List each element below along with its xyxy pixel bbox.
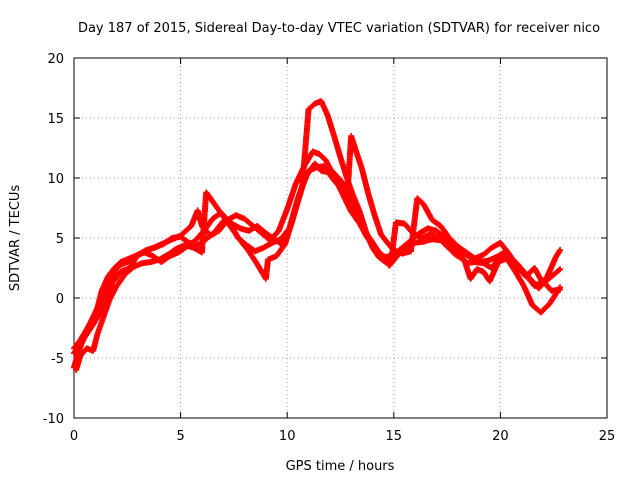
y-tick-label: -10	[43, 412, 64, 427]
y-tick-label: 5	[56, 232, 64, 247]
x-tick-label: 15	[386, 429, 403, 444]
x-tick-label: 25	[599, 429, 616, 444]
data-point-marker	[557, 266, 564, 273]
series-track-2	[73, 98, 564, 373]
x-tick-label: 0	[70, 429, 78, 444]
data-points	[71, 98, 564, 373]
y-tick-label: 10	[47, 172, 64, 187]
x-tick-label: 5	[176, 429, 184, 444]
data-point-marker	[557, 286, 564, 293]
x-tick-label: 20	[492, 429, 509, 444]
data-point-marker	[557, 247, 564, 253]
y-tick-label: 20	[47, 52, 64, 67]
series-track-1	[71, 148, 564, 371]
axis-ticks: 0 5 10 15 20 25 -10 -5 0 5 10 15 20	[43, 52, 616, 444]
grid	[74, 58, 607, 418]
plot-frame	[73, 57, 608, 419]
chart-title: Day 187 of 2015, Sidereal Day-to-day VTE…	[78, 21, 600, 36]
y-tick-label: 0	[56, 292, 64, 307]
y-tick-label: 15	[47, 112, 64, 127]
x-tick-label: 10	[279, 429, 296, 444]
y-tick-label: -5	[51, 352, 64, 367]
series-track-4	[71, 163, 564, 357]
x-axis-label: GPS time / hours	[286, 459, 395, 474]
y-axis-label: SDTVAR / TECUs	[8, 185, 23, 292]
